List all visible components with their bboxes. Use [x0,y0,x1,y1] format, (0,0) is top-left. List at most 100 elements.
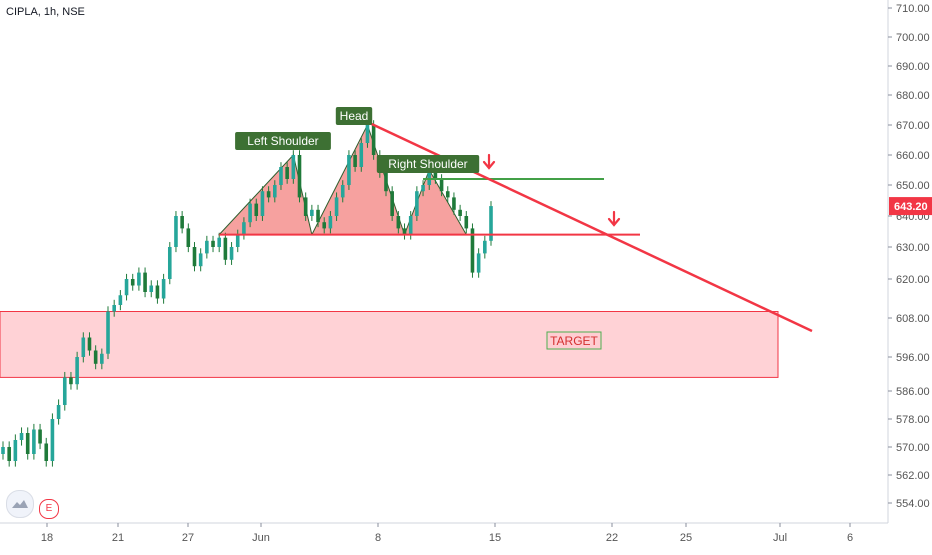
candle-body [396,216,401,229]
left-shoulder-label: Left Shoulder [247,134,318,148]
candle-body [223,237,228,260]
head-label-box [335,107,373,125]
candle-body [334,197,339,216]
head-label: Head [340,109,369,123]
time-tick-label: 21 [112,532,124,544]
candle-body [69,377,73,385]
candle-body [75,357,79,385]
time-tick-label: 27 [182,532,194,544]
candle-body [205,240,209,254]
candle-body [285,167,289,179]
candle-body [7,447,11,461]
candle-body [316,209,320,223]
candle-body [248,203,252,223]
price-tick-label: 562.00 [896,470,930,482]
price-tick-label: 690.00 [896,61,930,73]
candle-body [260,191,265,216]
time-tick-label: 18 [41,532,53,544]
candle-body [291,155,296,179]
tradingview-logo-icon[interactable] [6,490,34,518]
candle-body [137,272,141,286]
candle-body [149,285,154,292]
candle-body [81,337,86,357]
candle-body [100,353,104,364]
candle-body [155,285,160,299]
candle-body [217,237,222,247]
candle-body [192,247,197,267]
candle-body [483,240,487,254]
candle-body [93,350,98,364]
candle-body [32,429,36,454]
candle-body [415,191,419,216]
candle-body [124,279,129,296]
candle-body [229,247,234,260]
candle-body [87,337,92,351]
time-tick-label: Jul [773,532,787,544]
candle-body [359,143,364,167]
candle-body [161,279,166,299]
price-tick-label: 670.00 [896,120,930,132]
candle-body [272,185,277,198]
price-tick-label: 596.00 [896,352,930,364]
right-shoulder-label: Right Shoulder [388,157,467,171]
candle-body [476,253,481,273]
labels-layer: Left Shoulder Head Right Shoulder [235,107,480,173]
candle-body [211,240,215,247]
candle-body [266,191,271,198]
time-tick-label: 22 [606,532,618,544]
candle-body [402,228,407,235]
candle-body [19,433,24,440]
price-tick-label: 700.00 [896,32,930,44]
price-tick-label: 608.00 [896,313,930,325]
candle-body [297,155,302,198]
candle-body [464,216,469,229]
candle-body [445,191,450,198]
candle-body [167,247,172,279]
target-label-box [546,331,602,350]
candle-body [186,228,191,247]
target-label: TARGET [550,334,598,348]
events-badge[interactable]: E [39,499,59,519]
price-tick-label: 680.00 [896,90,930,102]
candle-body [1,447,5,454]
candle-body [279,167,283,185]
price-tick-label: 660.00 [896,150,930,162]
time-tick-label: 8 [375,532,381,544]
candle-body [174,216,178,247]
price-tick-label: 620.00 [896,274,930,286]
candle-body [340,185,345,198]
right-shoulder-label-box [376,155,480,173]
candle-body [112,305,116,312]
candle-body [439,179,444,192]
candle-body [56,405,61,419]
price-tick-label: 650.00 [896,180,930,192]
candle-body [130,279,135,286]
candle-body [390,191,394,216]
time-tick-label: 25 [680,532,692,544]
down-arrow-icon [607,210,621,227]
candle-body [384,173,388,192]
candle-body [470,228,475,273]
candle-body [322,222,327,229]
time-tick-label: 6 [847,532,853,544]
candle-body [50,419,55,461]
price-tick-label: 630.00 [896,242,930,254]
candle-body [353,155,357,167]
candle-body [421,185,425,192]
candle-body [433,170,438,179]
candle-body [25,433,30,454]
candle-body [143,272,147,292]
candle-body [235,234,240,247]
candle-body [242,222,246,235]
candle-body [371,125,376,155]
price-tick-label: 554.00 [896,498,930,510]
candle-body [303,197,308,216]
candle-body [328,216,333,229]
candle-body [310,209,314,216]
candle-body [106,311,110,354]
candle-body [365,125,370,143]
candle-body [38,429,42,444]
candle-body [254,203,259,216]
